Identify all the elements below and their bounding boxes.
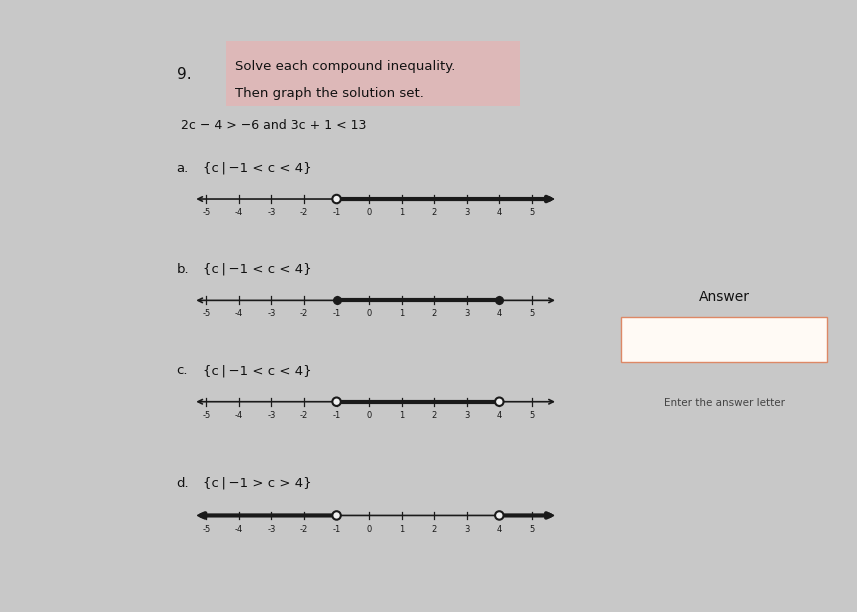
Text: 5: 5 bbox=[530, 524, 535, 534]
Text: Answer: Answer bbox=[698, 290, 750, 304]
Text: -5: -5 bbox=[202, 208, 211, 217]
Text: 1: 1 bbox=[399, 411, 405, 420]
FancyBboxPatch shape bbox=[225, 42, 520, 106]
Text: -1: -1 bbox=[333, 208, 341, 217]
Text: 1: 1 bbox=[399, 208, 405, 217]
Text: -4: -4 bbox=[235, 208, 243, 217]
Text: 5: 5 bbox=[530, 411, 535, 420]
Text: {c | −1 < c < 4}: {c | −1 < c < 4} bbox=[203, 162, 312, 174]
Text: -2: -2 bbox=[300, 208, 309, 217]
Text: 5: 5 bbox=[530, 310, 535, 318]
Text: 0: 0 bbox=[367, 208, 372, 217]
Text: 1: 1 bbox=[399, 310, 405, 318]
Text: 3: 3 bbox=[464, 524, 470, 534]
Text: -3: -3 bbox=[267, 524, 276, 534]
Text: -1: -1 bbox=[333, 310, 341, 318]
Text: c.: c. bbox=[177, 364, 189, 377]
Text: 3: 3 bbox=[464, 411, 470, 420]
Text: -4: -4 bbox=[235, 310, 243, 318]
Text: Then graph the solution set.: Then graph the solution set. bbox=[235, 88, 423, 100]
Text: 2: 2 bbox=[432, 524, 437, 534]
Text: -5: -5 bbox=[202, 310, 211, 318]
Text: Solve each compound inequality.: Solve each compound inequality. bbox=[235, 60, 455, 73]
Text: Enter the answer letter: Enter the answer letter bbox=[663, 398, 785, 408]
Text: 9.: 9. bbox=[177, 67, 191, 81]
Text: -3: -3 bbox=[267, 310, 276, 318]
Text: d.: d. bbox=[177, 477, 189, 490]
Circle shape bbox=[333, 511, 341, 520]
Text: -2: -2 bbox=[300, 524, 309, 534]
Text: -4: -4 bbox=[235, 524, 243, 534]
Text: 4: 4 bbox=[497, 310, 502, 318]
Text: 0: 0 bbox=[367, 524, 372, 534]
Text: 2c − 4 > −6 and 3c + 1 < 13: 2c − 4 > −6 and 3c + 1 < 13 bbox=[181, 119, 367, 132]
Text: -5: -5 bbox=[202, 411, 211, 420]
Text: -1: -1 bbox=[333, 411, 341, 420]
Text: -4: -4 bbox=[235, 411, 243, 420]
Circle shape bbox=[333, 195, 341, 203]
Text: -3: -3 bbox=[267, 208, 276, 217]
Text: 3: 3 bbox=[464, 208, 470, 217]
Text: 0: 0 bbox=[367, 411, 372, 420]
Text: -5: -5 bbox=[202, 524, 211, 534]
Text: a.: a. bbox=[177, 162, 189, 174]
Text: 2: 2 bbox=[432, 411, 437, 420]
Text: 3: 3 bbox=[464, 310, 470, 318]
Text: {c | −1 < c < 4}: {c | −1 < c < 4} bbox=[203, 364, 312, 377]
Text: 4: 4 bbox=[497, 208, 502, 217]
Text: 2: 2 bbox=[432, 310, 437, 318]
Text: -1: -1 bbox=[333, 524, 341, 534]
Text: {c | −1 < c < 4}: {c | −1 < c < 4} bbox=[203, 263, 312, 276]
Text: b.: b. bbox=[177, 263, 189, 276]
Circle shape bbox=[495, 397, 504, 406]
FancyBboxPatch shape bbox=[621, 317, 827, 362]
Text: 2: 2 bbox=[432, 208, 437, 217]
Text: 4: 4 bbox=[497, 411, 502, 420]
Text: {c | −1 > c > 4}: {c | −1 > c > 4} bbox=[203, 477, 312, 490]
Text: 5: 5 bbox=[530, 208, 535, 217]
Circle shape bbox=[495, 511, 504, 520]
Text: -2: -2 bbox=[300, 411, 309, 420]
Circle shape bbox=[333, 397, 341, 406]
Text: -2: -2 bbox=[300, 310, 309, 318]
Text: -3: -3 bbox=[267, 411, 276, 420]
Text: 4: 4 bbox=[497, 524, 502, 534]
Text: 0: 0 bbox=[367, 310, 372, 318]
Text: 1: 1 bbox=[399, 524, 405, 534]
